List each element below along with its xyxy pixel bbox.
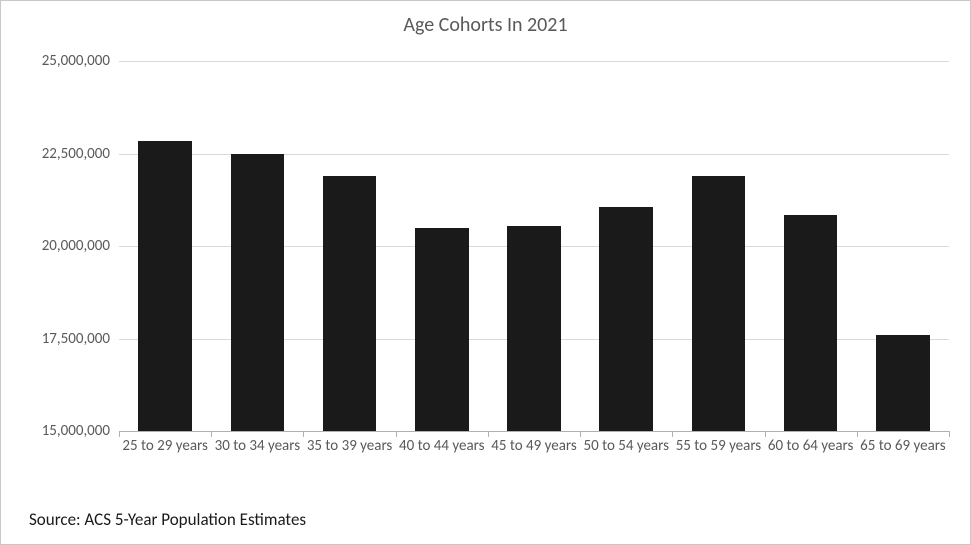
x-tick-label: 35 to 39 years: [304, 437, 396, 456]
x-tick-label: 30 to 34 years: [211, 437, 303, 456]
bar: [415, 228, 468, 432]
bar: [692, 176, 745, 431]
x-tick-label: 40 to 44 years: [396, 437, 488, 456]
x-tick-label: 25 to 29 years: [119, 437, 211, 456]
x-tick-label: 55 to 59 years: [672, 437, 764, 456]
chart-title: Age Cohorts In 2021: [1, 13, 970, 37]
chart-container: Age Cohorts In 2021 Source: ACS 5-Year P…: [0, 0, 971, 545]
x-tick: [949, 431, 950, 437]
y-tick-label: 25,000,000: [10, 52, 110, 70]
x-axis-line: [119, 431, 949, 432]
y-tick-label: 22,500,000: [10, 145, 110, 163]
bar: [599, 207, 652, 431]
y-tick-label: 20,000,000: [10, 237, 110, 255]
y-tick-label: 15,000,000: [10, 422, 110, 440]
gridline: [119, 61, 949, 62]
bar: [507, 226, 560, 431]
x-tick-label: 50 to 54 years: [580, 437, 672, 456]
plot-area: [119, 61, 949, 431]
bar: [138, 141, 191, 431]
bar: [231, 154, 284, 432]
bar: [323, 176, 376, 431]
y-tick-label: 17,500,000: [10, 330, 110, 348]
x-tick-label: 60 to 64 years: [765, 437, 857, 456]
x-tick-label: 65 to 69 years: [857, 437, 949, 456]
bar: [784, 215, 837, 431]
x-tick-label: 45 to 49 years: [488, 437, 580, 456]
bar: [876, 335, 929, 431]
source-text: Source: ACS 5-Year Population Estimates: [29, 509, 309, 530]
